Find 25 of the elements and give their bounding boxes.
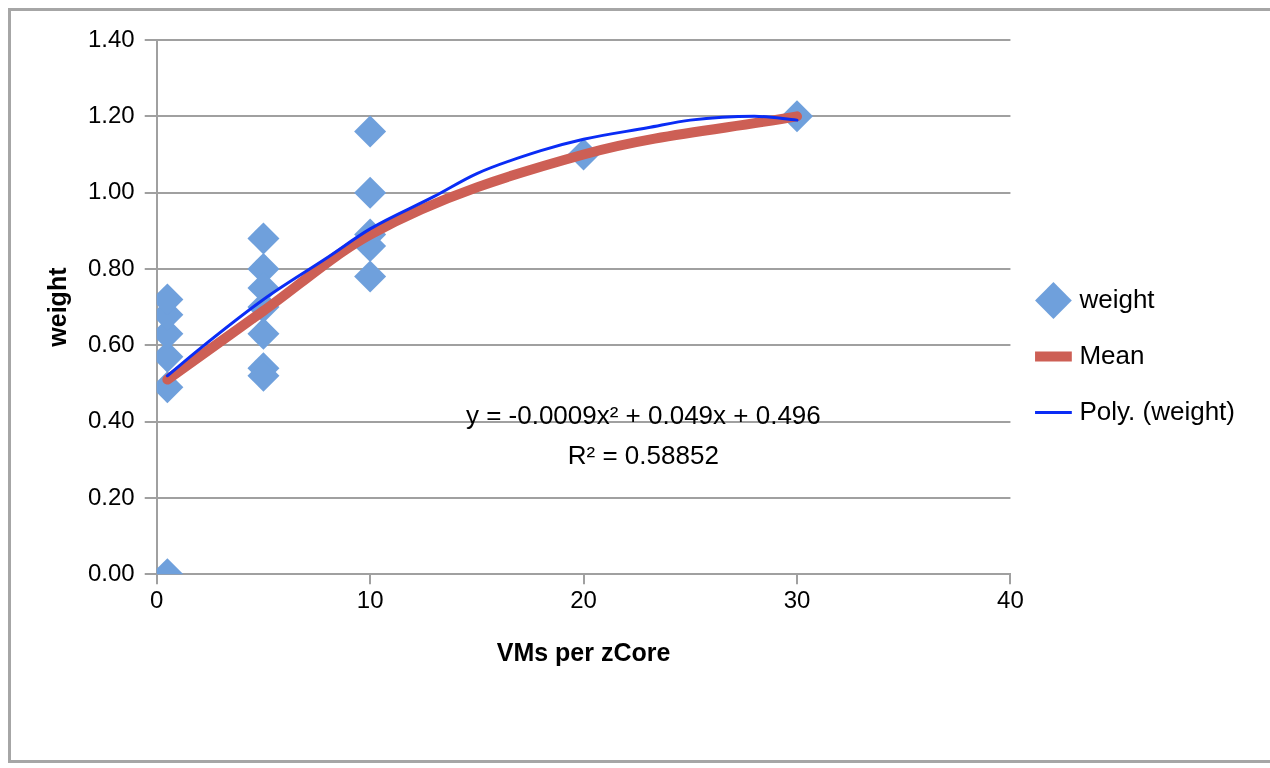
annotation: R² = 0.58852 <box>567 439 719 470</box>
y-tick-label: 1.00 <box>87 177 135 205</box>
y-tick-label: 0.80 <box>87 253 135 281</box>
y-tick-label: 1.20 <box>87 100 135 128</box>
y-tick-label: 1.40 <box>87 24 135 52</box>
x-axis-title: VMs per zCore <box>496 637 671 666</box>
annotation: y = -0.0009x² + 0.049x + 0.496 <box>465 399 821 430</box>
point <box>354 115 387 148</box>
legend-label: weight <box>1078 283 1156 314</box>
point <box>354 260 387 293</box>
point <box>247 222 280 255</box>
point <box>354 176 387 209</box>
y-tick-label: 0.00 <box>87 558 135 586</box>
point <box>247 317 280 350</box>
y-tick-label: 0.40 <box>87 406 135 434</box>
y-tick-label: 0.60 <box>87 329 135 357</box>
x-tick-label: 30 <box>783 586 811 614</box>
x-tick-label: 20 <box>570 586 597 614</box>
y-axis-title: weight <box>42 266 71 348</box>
x-tick-label: 0 <box>150 586 164 614</box>
x-tick-label: 10 <box>356 586 384 614</box>
legend-label: Mean <box>1079 339 1145 370</box>
legend-label: Poly. (weight) <box>1079 395 1236 426</box>
x-tick-label: 40 <box>997 586 1024 614</box>
y-tick-label: 0.20 <box>87 482 135 510</box>
